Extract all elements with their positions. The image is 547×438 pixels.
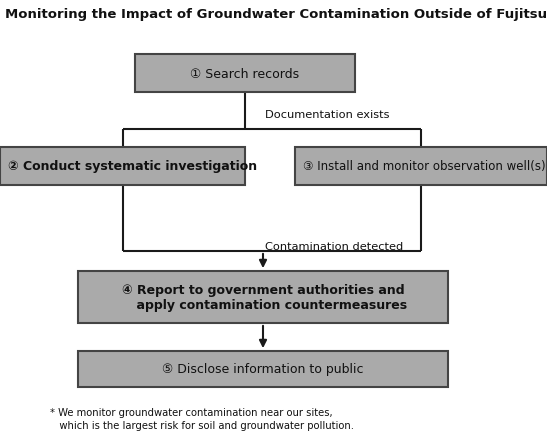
Text: Documentation exists: Documentation exists [265,110,389,120]
FancyBboxPatch shape [295,148,547,186]
Text: ④ Report to government authorities and
    apply contamination countermeasures: ④ Report to government authorities and a… [119,283,407,311]
Text: ② Conduct systematic investigation: ② Conduct systematic investigation [8,160,257,173]
Text: ③ Install and monitor observation well(s): ③ Install and monitor observation well(s… [303,160,545,173]
Text: ⑤ Disclose information to public: ⑤ Disclose information to public [162,363,364,376]
Text: Monitoring the Impact of Groundwater Contamination Outside of Fujitsu Sites*: Monitoring the Impact of Groundwater Con… [5,8,547,21]
Text: * We monitor groundwater contamination near our sites,: * We monitor groundwater contamination n… [50,407,333,417]
FancyBboxPatch shape [0,148,245,186]
Text: Contamination detected: Contamination detected [265,241,403,251]
FancyBboxPatch shape [135,55,355,93]
Text: ① Search records: ① Search records [190,67,300,80]
FancyBboxPatch shape [78,351,448,387]
FancyBboxPatch shape [78,272,448,323]
Text: which is the largest risk for soil and groundwater pollution.: which is the largest risk for soil and g… [50,420,354,430]
